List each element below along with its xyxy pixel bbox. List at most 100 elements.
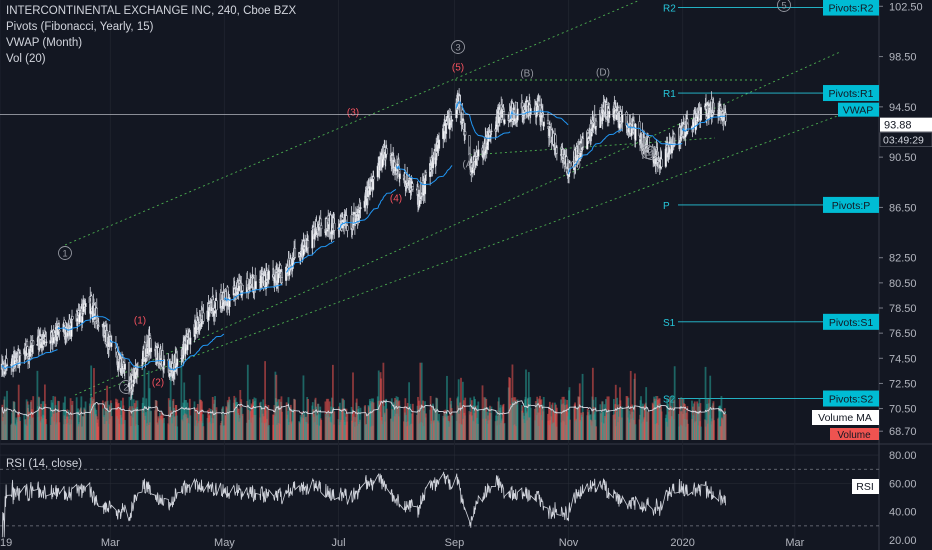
volume-bar [561,396,564,440]
volume-bar [464,397,467,440]
candle-body [45,341,48,344]
volume-bar [529,407,532,440]
volume-bar [419,362,422,440]
pivot-level-label: P [663,201,670,212]
wave-label: (B) [520,69,533,80]
candle-body [149,347,153,353]
vwap-segment [626,122,683,145]
candle-body [311,230,314,249]
volume-bar [666,398,669,440]
volume-bar [148,388,151,440]
volume-bar [123,420,126,440]
candle-body [548,124,551,127]
volume-bar [516,399,519,440]
pivot-tag: Pivots:P [832,200,871,212]
candle-body [385,148,388,155]
price-tick-label: 94.50 [889,102,917,114]
rsi-tick-label: 60.00 [889,478,917,490]
channel-line [469,137,716,156]
volume-bar [369,403,372,440]
candle-body [568,162,571,173]
volume-bar [275,401,278,440]
volume-bar [77,408,79,440]
candle-body [280,277,283,283]
volume-bar [150,410,152,440]
indicator-vwap-label[interactable]: VWAP (Month) [6,37,83,49]
candle-body [660,158,663,168]
volume-bar [514,401,517,440]
volume-bar [58,401,60,440]
candle-body [149,335,152,339]
price-tick-label: 70.50 [889,404,917,416]
volume-bar [222,406,224,440]
wave-circle [58,246,72,260]
volume-bar [202,426,205,440]
candle-body [215,300,218,311]
candle-body [241,284,244,291]
price-tick-label: 68.70 [889,426,917,438]
volume-bar [398,405,401,440]
volume-bar [352,372,354,440]
time-label: Mar [785,537,804,549]
rsi-tick-label: 20.00 [889,535,917,547]
volume-bar [461,381,464,440]
volume-bar [145,398,148,440]
volume-bar [97,403,100,440]
volume-bar [332,407,335,440]
volume-bar [71,401,74,440]
wave-label: (C) [567,160,581,171]
volume-bar [110,416,113,440]
volume-bar [693,401,696,440]
candle-body [189,337,192,345]
indicator-pivots-label[interactable]: Pivots (Fibonacci, Yearly, 15) [6,21,154,33]
volume-bar [418,400,420,440]
candle-body [503,119,506,125]
volume-bar [569,419,571,440]
price-tick-label: 74.50 [889,353,917,365]
wave-label: (4) [390,194,402,205]
pivot-tag: Pivots:S1 [829,317,874,329]
candle-body [437,139,441,149]
candle-body [333,223,336,231]
candle-body [372,176,375,180]
rsi-title[interactable]: RSI (14, close) [6,458,83,470]
wave-label: (2) [152,378,164,389]
pivot-tag-bg [823,313,879,330]
wave-label: (3) [347,108,359,119]
volume-tag: Volume [837,430,871,441]
wave-circle [119,380,133,394]
volume-bar [169,367,172,440]
candle-body [212,299,215,309]
candle-body [477,149,480,157]
volume-bar [267,405,270,440]
volume-bar [338,406,340,440]
price-tick-label: 102.50 [889,1,923,13]
candle-body [341,217,344,221]
volume-bar [709,407,712,440]
trend-channel [64,0,841,396]
candle-body [634,123,637,141]
volume-bar [254,398,257,440]
elliott-wave-labels: 1 2 (1) (2) (3) (4) (5) 3 (A) (B) (C) (D) (E)4 5 [58,0,791,394]
price-tick-label: 82.50 [889,253,917,265]
volume-bar [560,399,562,440]
volume-bar [564,399,567,440]
vwap-segment [223,284,282,302]
candle-body [97,325,100,327]
channel-line [89,114,841,396]
symbol-title[interactable]: INTERCONTINENTAL EXCHANGE INC, 240, Cboe… [6,5,297,17]
volume-bar [684,410,687,440]
volume-bar [289,404,292,440]
volume-bar [371,401,374,440]
volume-bar [58,422,61,440]
volume-bar [137,425,139,440]
volume-bar [364,405,367,440]
volume-bar [201,401,203,440]
volume-bar [278,399,281,440]
volume-bar [343,400,346,440]
volume-bar [660,411,663,440]
volume-bar [331,364,334,440]
volume-bar [80,396,83,440]
indicator-volume-label[interactable]: Vol (20) [6,53,46,65]
